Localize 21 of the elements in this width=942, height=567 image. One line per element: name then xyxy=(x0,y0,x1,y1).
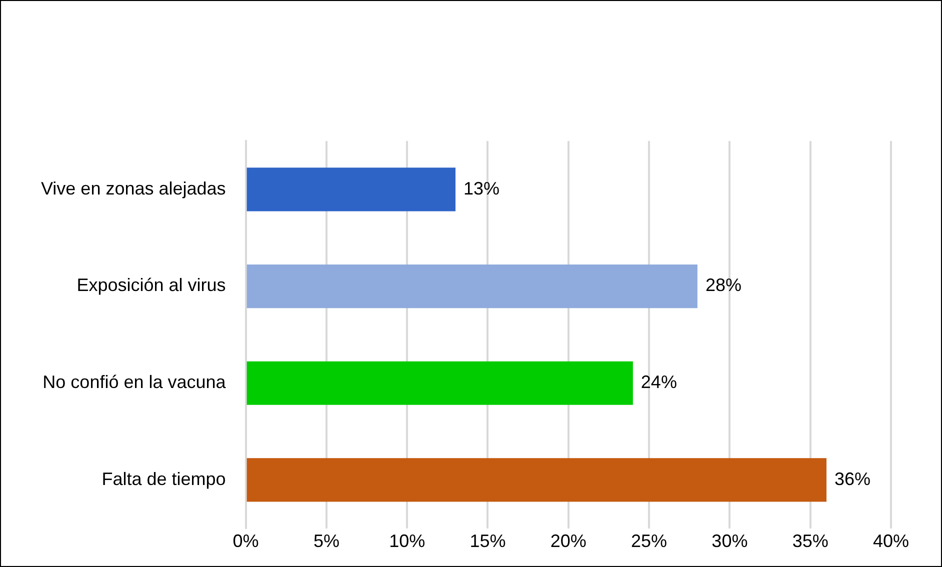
x-tick-label: 0% xyxy=(232,531,259,552)
x-tick-label: 20% xyxy=(550,531,586,552)
data-label: 36% xyxy=(834,468,871,489)
x-tick-label: 10% xyxy=(389,531,426,552)
bar xyxy=(246,264,698,308)
y-tick-label: Exposición al virus xyxy=(76,275,226,296)
data-label: 13% xyxy=(463,178,500,198)
x-tick-label: 5% xyxy=(313,531,340,552)
bar xyxy=(246,168,456,212)
bar xyxy=(246,361,633,405)
x-tick-label: 30% xyxy=(712,531,748,552)
y-tick-label: No confió en la vacuna xyxy=(42,372,227,392)
x-tick-label: 40% xyxy=(872,531,910,552)
data-label: 28% xyxy=(705,275,742,296)
x-tick-label: 25% xyxy=(631,531,668,552)
y-tick-label: Falta de tiempo xyxy=(102,468,226,489)
x-tick-label: 35% xyxy=(792,531,828,552)
x-tick-label: 15% xyxy=(470,531,506,552)
data-label: 24% xyxy=(640,372,677,392)
y-tick-label: Vive en zonas alejadas xyxy=(40,178,226,198)
bar xyxy=(246,458,826,502)
